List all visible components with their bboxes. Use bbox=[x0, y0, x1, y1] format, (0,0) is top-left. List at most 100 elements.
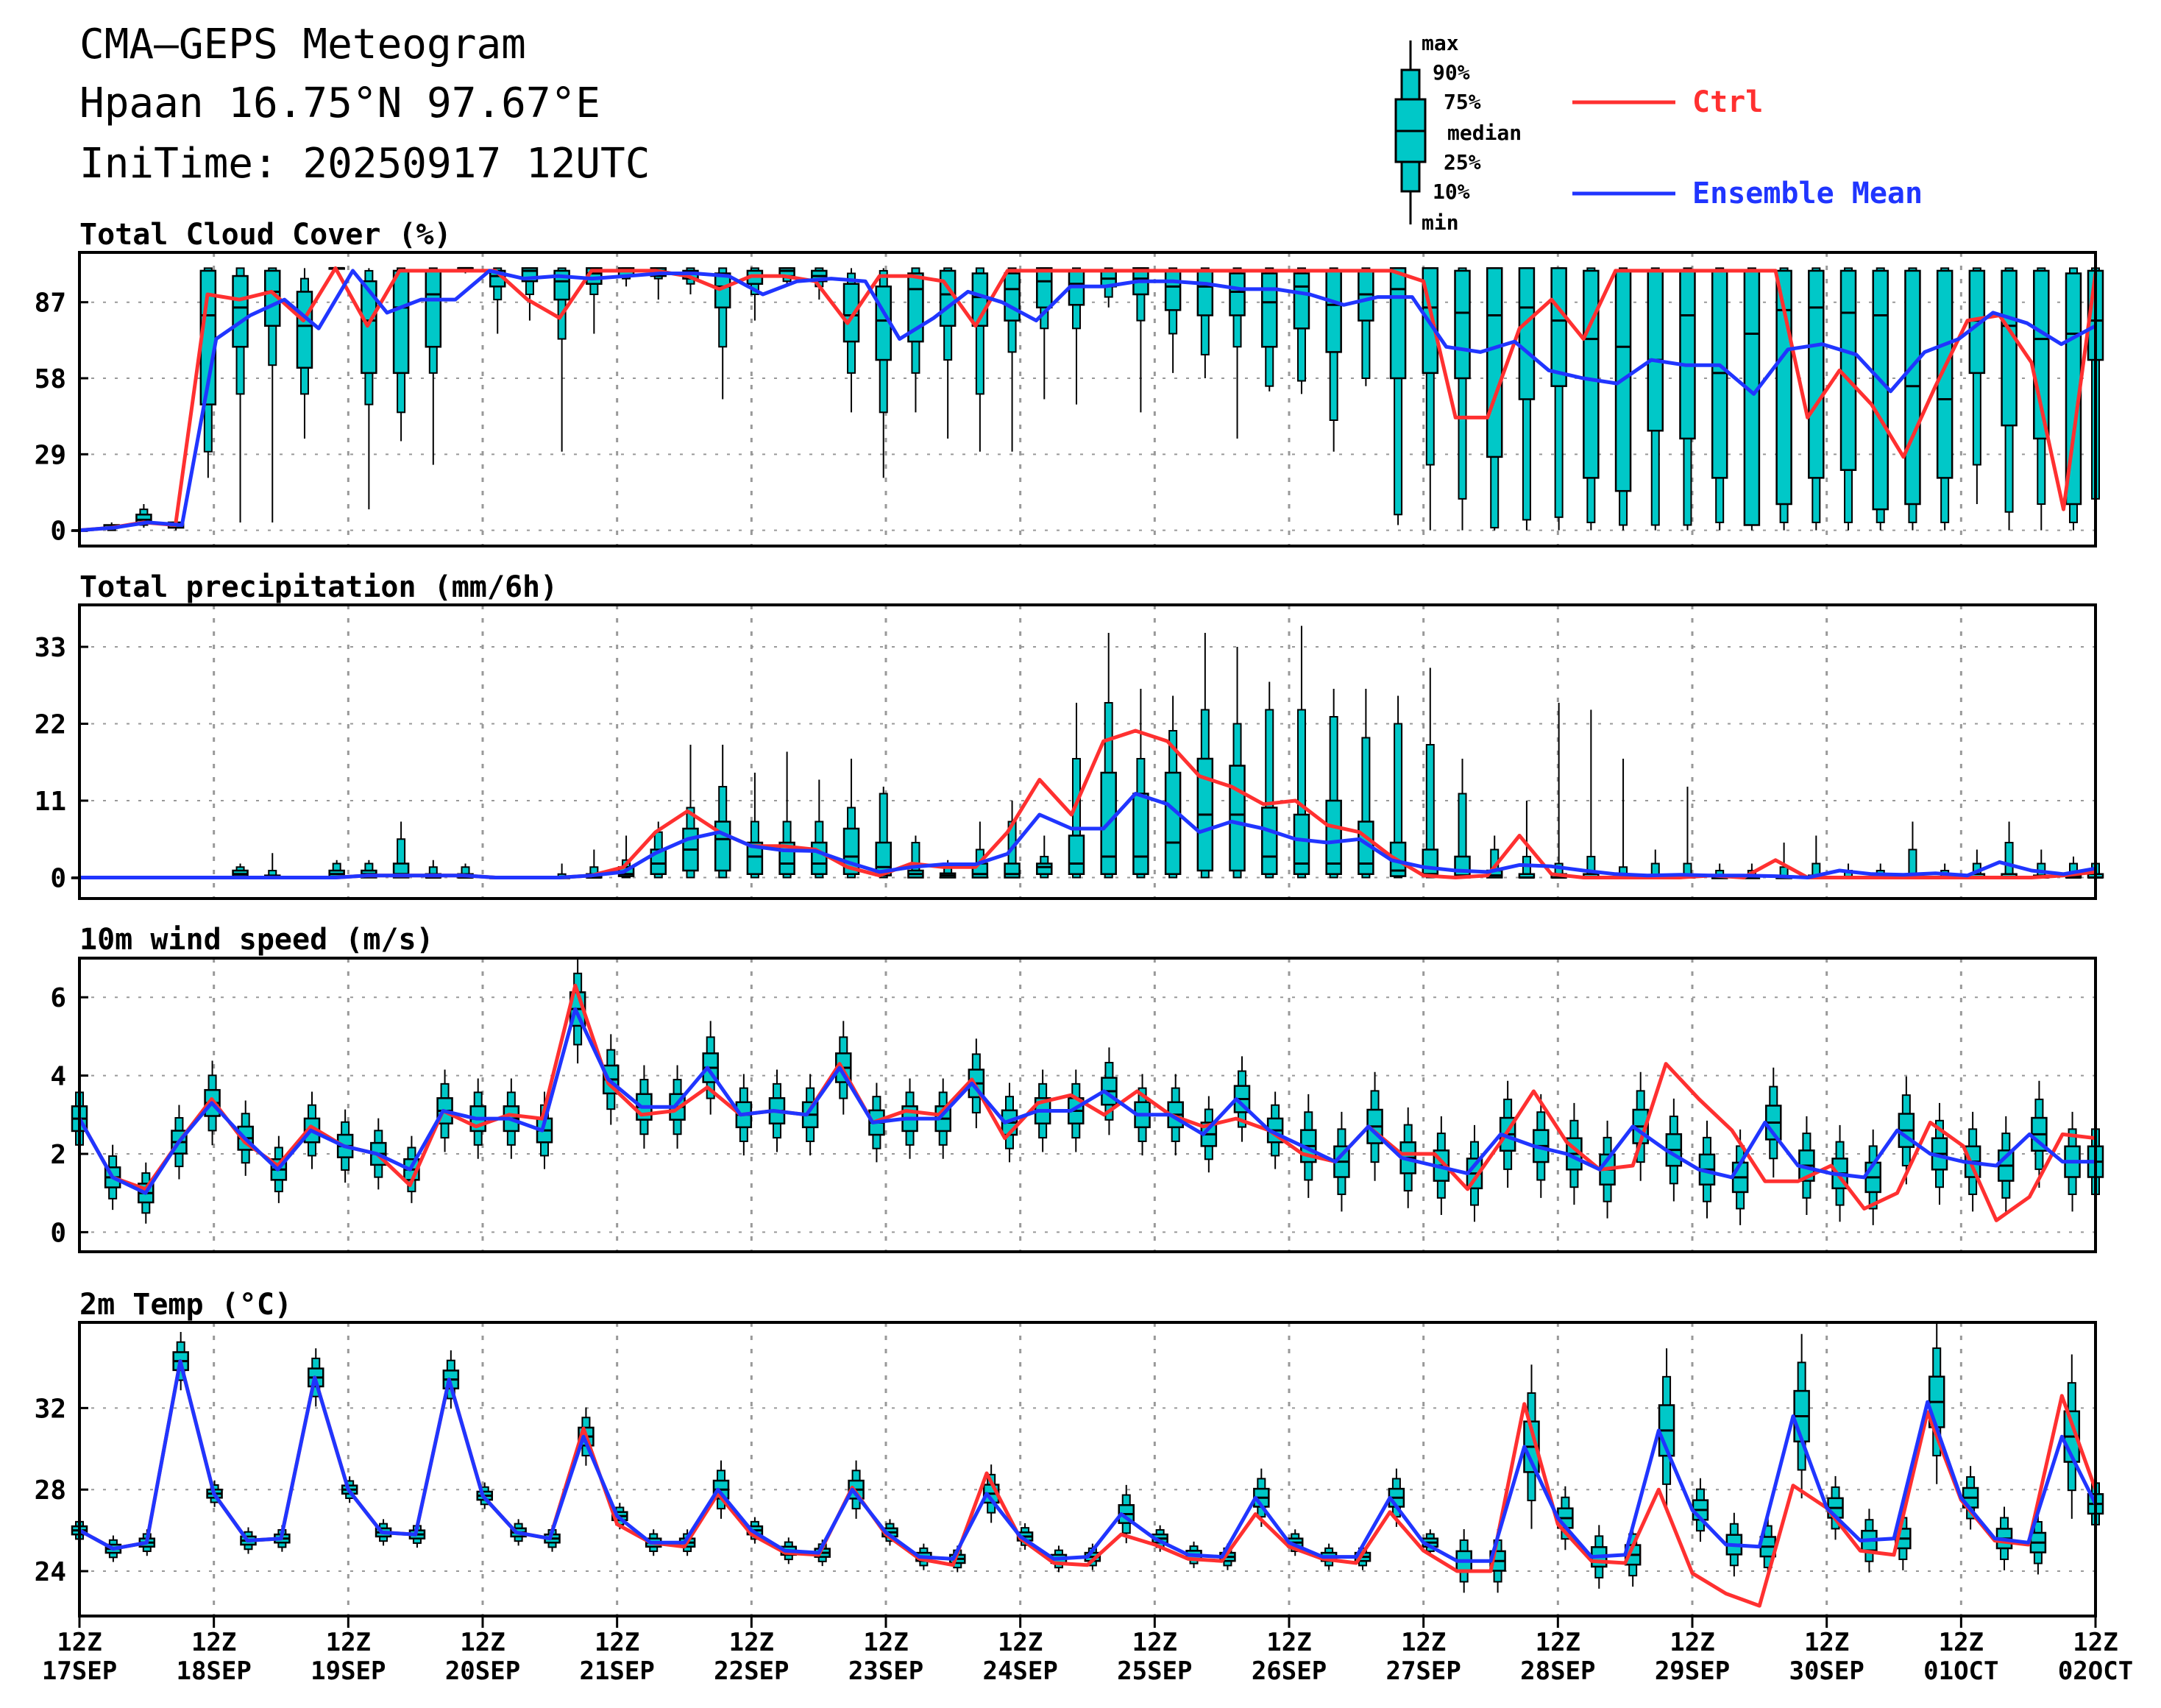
box-47 bbox=[1583, 709, 1600, 879]
y-tick-label: 32 bbox=[35, 1394, 66, 1424]
x-tick-label-hour: 12Z bbox=[729, 1628, 774, 1657]
box-54 bbox=[1864, 1129, 1881, 1225]
box-10 bbox=[392, 821, 410, 879]
x-tick-label-hour: 12Z bbox=[1804, 1628, 1849, 1657]
x-tick-label-hour: 12Z bbox=[998, 1628, 1043, 1657]
box-8 bbox=[328, 860, 345, 879]
box-30 bbox=[1036, 835, 1053, 879]
box-60 bbox=[2001, 821, 2018, 879]
x-tick-label-date: 29SEP bbox=[1655, 1656, 1730, 1686]
quartile-box bbox=[1583, 269, 1600, 479]
box-43 bbox=[1454, 267, 1471, 531]
box-52 bbox=[1743, 267, 1761, 531]
plot-frame bbox=[78, 251, 2097, 548]
legend-box-label: max bbox=[1422, 31, 1459, 55]
quartile-box bbox=[1293, 813, 1310, 875]
x-tick-label-date: 17SEP bbox=[42, 1656, 117, 1686]
quartile-box bbox=[842, 283, 860, 343]
box-34 bbox=[1164, 267, 1182, 373]
quartile-box bbox=[1936, 269, 1954, 479]
quartile-box bbox=[1261, 272, 1278, 348]
box-47 bbox=[1583, 267, 1600, 531]
x-tick-label-date: 21SEP bbox=[579, 1656, 654, 1686]
quartile-box bbox=[1358, 269, 1374, 322]
panel-1: Total Cloud Cover (%) 0 29 58 87 bbox=[35, 218, 2104, 548]
quartile-box bbox=[907, 272, 924, 343]
ensemble-mean-line bbox=[77, 1007, 2096, 1195]
quartile-box bbox=[1261, 807, 1278, 875]
legend: max 90% 75% median 25% 10% min Ctrl Ensemble Mea… bbox=[1394, 31, 1923, 235]
ctrl-series-line bbox=[77, 983, 2096, 1222]
legend-box-label: 25% bbox=[1444, 150, 1481, 174]
quartile-box bbox=[1004, 272, 1021, 322]
box-25 bbox=[875, 787, 892, 879]
box-58 bbox=[1936, 267, 1954, 531]
box-30 bbox=[1036, 267, 1053, 400]
box-59 bbox=[1968, 267, 1986, 504]
box-24 bbox=[842, 759, 860, 879]
box-31 bbox=[1068, 267, 1085, 405]
box-31 bbox=[1068, 703, 1085, 879]
decile-box bbox=[1329, 716, 1338, 879]
panel-title: 2m Temp (°C) bbox=[79, 1288, 292, 1322]
decile-box bbox=[1296, 709, 1306, 879]
box-6 bbox=[264, 267, 281, 522]
quartile-box bbox=[1036, 267, 1053, 309]
box-52 bbox=[1798, 1116, 1815, 1216]
x-tick-label-date: 22SEP bbox=[714, 1656, 789, 1686]
x-tick-label-hour: 12Z bbox=[191, 1628, 236, 1657]
y-tick-label: 33 bbox=[35, 633, 66, 663]
legend-box-label: 75% bbox=[1444, 90, 1481, 114]
x-tick-label-date: 23SEP bbox=[848, 1656, 923, 1686]
quartile-box bbox=[1904, 269, 1921, 506]
box-58 bbox=[2029, 1511, 2047, 1575]
box-52 bbox=[1827, 1475, 1844, 1540]
quartile-box bbox=[232, 274, 249, 348]
box-48 bbox=[1614, 267, 1632, 531]
quartile-box bbox=[1422, 848, 1439, 877]
box-35 bbox=[1196, 633, 1214, 879]
decile-box bbox=[1265, 709, 1274, 879]
ensemble-mean-line bbox=[78, 1359, 2098, 1563]
x-tick-label-date: 24SEP bbox=[982, 1656, 1057, 1686]
quartile-box bbox=[1839, 269, 1857, 471]
x-tick-label-date: 28SEP bbox=[1520, 1656, 1595, 1686]
quartile-box bbox=[2001, 269, 2018, 427]
box-28 bbox=[971, 821, 989, 879]
box-36 bbox=[1229, 267, 1246, 439]
legend-box-label: 10% bbox=[1433, 180, 1470, 204]
quartile-box bbox=[1196, 269, 1214, 316]
box-58 bbox=[1998, 1116, 2015, 1216]
quartile-box bbox=[1872, 269, 1889, 511]
box-41 bbox=[1389, 695, 1407, 879]
decile-box bbox=[2004, 842, 2014, 879]
x-tick-label-date: 26SEP bbox=[1252, 1656, 1327, 1686]
box-39 bbox=[1325, 267, 1342, 452]
box-20 bbox=[714, 267, 731, 400]
quartile-box bbox=[1293, 272, 1310, 330]
decile-box bbox=[1361, 737, 1371, 879]
panel-title: Total precipitation (mm/6h) bbox=[79, 570, 558, 604]
box-11 bbox=[425, 267, 442, 465]
box-26 bbox=[907, 267, 924, 413]
box-55 bbox=[1839, 267, 1857, 531]
x-tick-label-date: 19SEP bbox=[311, 1656, 386, 1686]
box-37 bbox=[1261, 681, 1278, 879]
box-5 bbox=[232, 863, 249, 879]
box-51 bbox=[1793, 1333, 1810, 1499]
x-tick-label-date: 27SEP bbox=[1385, 1656, 1461, 1686]
panel-title: Total Cloud Cover (%) bbox=[79, 218, 452, 252]
quartile-box bbox=[296, 291, 313, 369]
box-46 bbox=[1550, 703, 1567, 879]
ctrl-series-line bbox=[79, 266, 2098, 533]
box-37 bbox=[1261, 267, 1278, 391]
x-tick-label-date: 18SEP bbox=[176, 1656, 251, 1686]
box-46 bbox=[1550, 267, 1567, 531]
decile-box bbox=[1458, 267, 1467, 500]
y-tick-label: 24 bbox=[35, 1557, 66, 1587]
y-tick-label: 6 bbox=[50, 983, 66, 1013]
box-47 bbox=[1658, 1348, 1675, 1513]
box-33 bbox=[1132, 689, 1149, 879]
ctrl-series-line bbox=[78, 1359, 2098, 1608]
